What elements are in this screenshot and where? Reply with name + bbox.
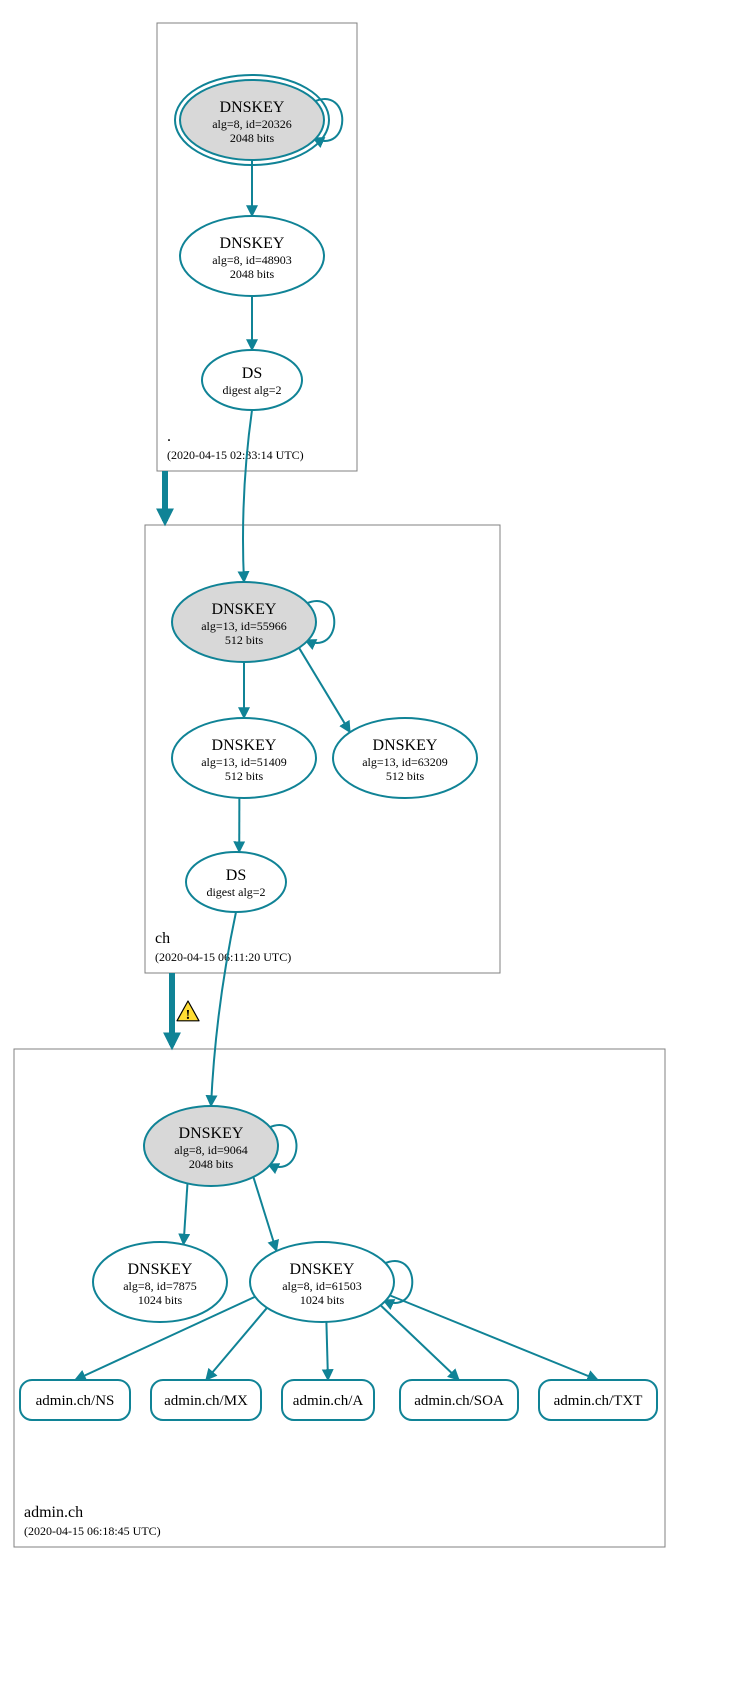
edges bbox=[75, 99, 598, 1380]
leaf-record: admin.ch/MX bbox=[151, 1380, 261, 1420]
node-ch_ds: DSdigest alg=2 bbox=[186, 852, 286, 912]
svg-text:alg=8, id=20326: alg=8, id=20326 bbox=[212, 117, 292, 131]
leaf-record: admin.ch/A bbox=[282, 1380, 374, 1420]
svg-text:(2020-04-15 02:33:14 UTC): (2020-04-15 02:33:14 UTC) bbox=[167, 448, 304, 462]
svg-text:alg=13, id=63209: alg=13, id=63209 bbox=[362, 755, 448, 769]
node-ch_dnskey1: DNSKEYalg=13, id=55966512 bits bbox=[172, 582, 316, 662]
node-root_ds: DSdigest alg=2 bbox=[202, 350, 302, 410]
svg-text:admin.ch/TXT: admin.ch/TXT bbox=[554, 1393, 643, 1409]
svg-text:digest alg=2: digest alg=2 bbox=[222, 383, 281, 397]
svg-text:admin.ch/SOA: admin.ch/SOA bbox=[414, 1393, 504, 1409]
svg-text:!: ! bbox=[186, 1008, 191, 1023]
svg-text:DS: DS bbox=[242, 365, 262, 382]
svg-text:admin.ch/NS: admin.ch/NS bbox=[36, 1393, 115, 1409]
node-adm_dnskey2: DNSKEYalg=8, id=78751024 bits bbox=[93, 1242, 227, 1322]
svg-text:2048 bits: 2048 bits bbox=[230, 131, 275, 145]
svg-text:DNSKEY: DNSKEY bbox=[220, 99, 285, 116]
svg-text:1024 bits: 1024 bits bbox=[300, 1293, 345, 1307]
dnssec-diagram: . (2020-04-15 02:33:14 UTC) ch (2020-04-15 … bbox=[0, 0, 731, 1690]
warning-icon: ! bbox=[177, 1001, 199, 1023]
svg-text:.: . bbox=[167, 428, 171, 445]
svg-text:ch: ch bbox=[155, 930, 170, 947]
svg-text:alg=8, id=7875: alg=8, id=7875 bbox=[123, 1279, 197, 1293]
svg-text:alg=8, id=61503: alg=8, id=61503 bbox=[282, 1279, 362, 1293]
leaf-record: admin.ch/NS bbox=[20, 1380, 130, 1420]
node-root_dnskey2: DNSKEYalg=8, id=489032048 bits bbox=[180, 216, 324, 296]
svg-text:DS: DS bbox=[226, 867, 246, 884]
svg-text:DNSKEY: DNSKEY bbox=[220, 235, 285, 252]
svg-text:1024 bits: 1024 bits bbox=[138, 1293, 183, 1307]
svg-text:alg=13, id=51409: alg=13, id=51409 bbox=[201, 755, 287, 769]
svg-text:512 bits: 512 bits bbox=[386, 769, 425, 783]
node-root_dnskey1: DNSKEYalg=8, id=203262048 bits bbox=[175, 75, 329, 165]
svg-text:512 bits: 512 bits bbox=[225, 633, 264, 647]
svg-text:alg=8, id=9064: alg=8, id=9064 bbox=[174, 1143, 248, 1157]
svg-text:(2020-04-15 06:11:20 UTC): (2020-04-15 06:11:20 UTC) bbox=[155, 950, 291, 964]
svg-text:DNSKEY: DNSKEY bbox=[212, 601, 277, 618]
svg-text:DNSKEY: DNSKEY bbox=[212, 737, 277, 754]
nodes: DNSKEYalg=8, id=203262048 bitsDNSKEYalg=… bbox=[20, 75, 657, 1420]
svg-text:512 bits: 512 bits bbox=[225, 769, 264, 783]
svg-text:admin.ch: admin.ch bbox=[24, 1504, 83, 1521]
svg-text:DNSKEY: DNSKEY bbox=[373, 737, 438, 754]
svg-text:2048 bits: 2048 bits bbox=[189, 1157, 234, 1171]
node-ch_dnskey3: DNSKEYalg=13, id=63209512 bits bbox=[333, 718, 477, 798]
svg-text:(2020-04-15 06:18:45 UTC): (2020-04-15 06:18:45 UTC) bbox=[24, 1524, 161, 1538]
svg-text:digest alg=2: digest alg=2 bbox=[206, 885, 265, 899]
svg-text:admin.ch/A: admin.ch/A bbox=[293, 1393, 364, 1409]
svg-text:DNSKEY: DNSKEY bbox=[128, 1261, 193, 1278]
svg-text:2048 bits: 2048 bits bbox=[230, 267, 275, 281]
leaf-record: admin.ch/SOA bbox=[400, 1380, 518, 1420]
svg-text:DNSKEY: DNSKEY bbox=[290, 1261, 355, 1278]
node-adm_dnskey3: DNSKEYalg=8, id=615031024 bits bbox=[250, 1242, 394, 1322]
svg-text:alg=8, id=48903: alg=8, id=48903 bbox=[212, 253, 292, 267]
svg-text:alg=13, id=55966: alg=13, id=55966 bbox=[201, 619, 287, 633]
node-adm_dnskey1: DNSKEYalg=8, id=90642048 bits bbox=[144, 1106, 278, 1186]
leaf-record: admin.ch/TXT bbox=[539, 1380, 657, 1420]
svg-text:admin.ch/MX: admin.ch/MX bbox=[164, 1393, 248, 1409]
svg-text:DNSKEY: DNSKEY bbox=[179, 1125, 244, 1142]
node-ch_dnskey2: DNSKEYalg=13, id=51409512 bits bbox=[172, 718, 316, 798]
